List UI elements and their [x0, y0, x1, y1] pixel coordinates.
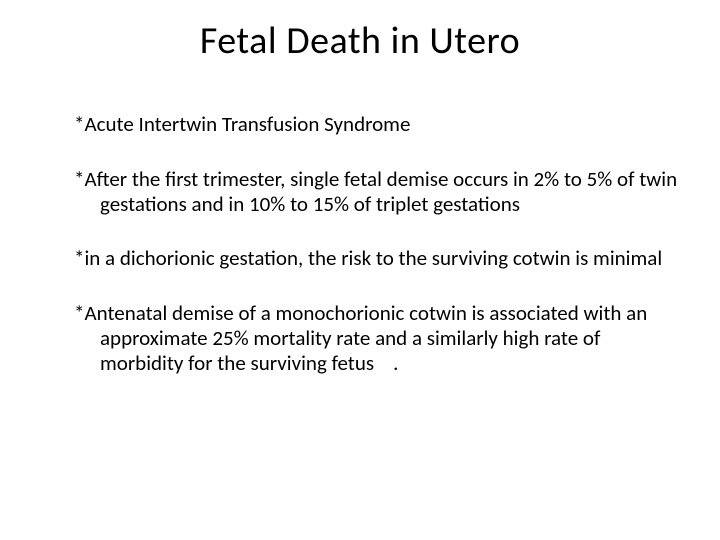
bullet-item: *Acute Intertwin Transfusion Syndrome	[40, 112, 680, 137]
slide: Fetal Death in Utero *Acute Intertwin Tr…	[0, 0, 720, 540]
bullet-item: *After the first trimester, single fetal…	[40, 167, 680, 217]
bullet-item: *Antenatal demise of a monochorionic cot…	[40, 301, 680, 375]
bullet-item: *in a dichorionic gestation, the risk to…	[40, 246, 680, 271]
slide-body: *Acute Intertwin Transfusion Syndrome *A…	[40, 112, 680, 375]
slide-title: Fetal Death in Utero	[40, 18, 680, 64]
